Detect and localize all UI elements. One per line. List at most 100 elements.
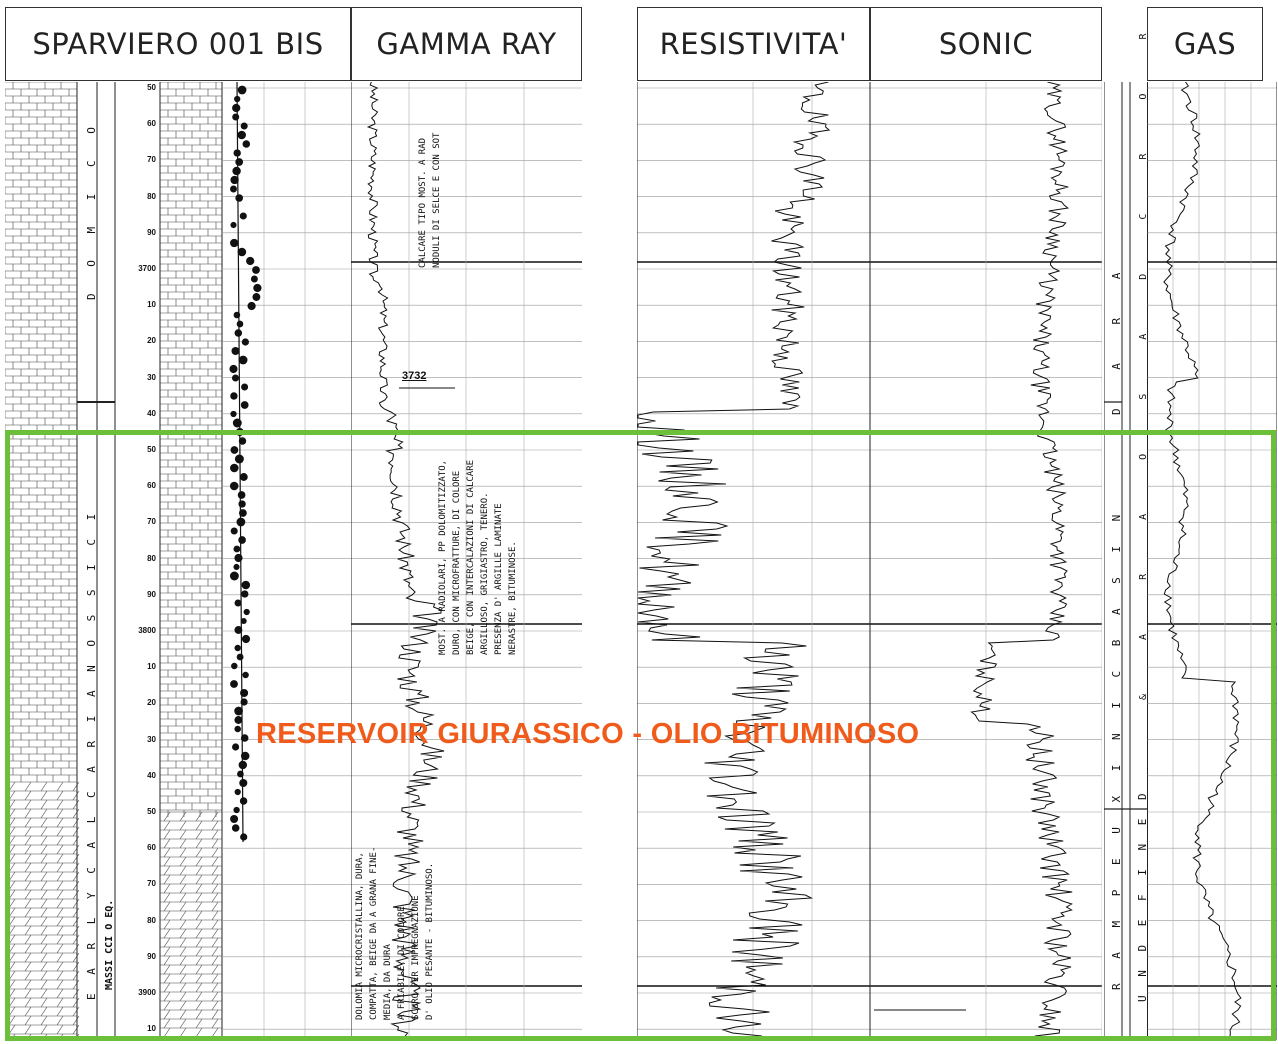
dolomite-hatch	[72, 889, 80, 900]
dolomite-hatch	[72, 808, 80, 819]
depth-tick-label: 20	[147, 336, 156, 346]
dolomite-hatch	[179, 856, 187, 867]
dolomite-hatch	[40, 889, 48, 900]
core-dot	[230, 446, 239, 454]
dolomite-hatch	[8, 988, 16, 999]
core-dot	[233, 806, 240, 814]
resistivity-header: RESISTIVITA'	[637, 7, 870, 81]
dolomite-hatch	[163, 892, 171, 903]
lithology-limestone-left	[5, 82, 77, 782]
dolomite-hatch	[179, 865, 187, 876]
dolomite-hatch	[195, 973, 203, 984]
dolomite-hatch	[211, 820, 219, 831]
dolomite-hatch	[26, 1033, 32, 1040]
dolomite-hatch	[8, 808, 16, 819]
dolomite-hatch	[8, 817, 16, 828]
gamma-annot-low-5: SCURO PER IMPREGNAZIONE	[411, 895, 421, 1020]
depth-tick-label: 80	[147, 191, 156, 201]
dolomite-hatch	[163, 865, 171, 876]
dolomite-hatch	[24, 907, 32, 918]
dolomite-hatch	[56, 898, 64, 909]
dolomite-hatch	[24, 808, 32, 819]
dolomite-hatch	[40, 925, 48, 936]
dolomite-hatch	[24, 826, 32, 837]
dolomite-hatch	[163, 856, 171, 867]
sequence-label-lower: R A M P E U X I N I C B A S I N	[1110, 505, 1123, 990]
gamma-annot-mid-1: MOST. A RADIOLARI, PP DOLOMITIZZATO,	[438, 459, 448, 655]
dolomite-hatch	[195, 874, 203, 885]
dolomite-hatch	[195, 910, 203, 921]
sequence-label-undefined: U N D E F I N E D	[1136, 787, 1149, 1002]
core-dot	[236, 653, 244, 661]
dolomite-hatch	[40, 808, 48, 819]
dolomite-hatch	[179, 838, 187, 849]
depth-tick-label: 80	[147, 915, 156, 925]
dolomite-hatch	[195, 937, 203, 948]
dolomite-hatch	[195, 901, 203, 912]
core-dot	[238, 437, 247, 445]
core-dot	[235, 158, 244, 166]
core-dot	[231, 374, 240, 382]
depth-tick-label: 3800	[138, 626, 156, 635]
dolomite-hatch	[211, 946, 219, 957]
dolomite-hatch	[163, 946, 171, 957]
sonic-curve	[870, 82, 1102, 1040]
dolomite-hatch	[8, 907, 16, 918]
dolomite-hatch	[72, 835, 80, 846]
lithology-limestone-core	[159, 82, 222, 817]
dolomite-hatch	[40, 790, 48, 801]
dolomite-hatch	[163, 1018, 171, 1029]
dolomite-hatch	[179, 910, 187, 921]
dolomite-hatch	[211, 928, 219, 939]
dolomite-hatch	[179, 820, 187, 831]
core-dot	[230, 463, 239, 473]
resistivity-trace	[637, 82, 831, 1040]
formation-label-massicci: MASSI CCI O EQ.	[104, 899, 115, 990]
core-dot	[253, 283, 262, 293]
dolomite-hatch	[40, 952, 48, 963]
dolomite-hatch	[179, 892, 187, 903]
dolomite-hatch	[179, 919, 187, 930]
dolomite-hatch	[72, 934, 80, 945]
core-dot	[247, 301, 256, 311]
dolomite-hatch	[211, 982, 219, 993]
depth-tick-label: 70	[147, 517, 156, 527]
dolomite-hatch	[179, 883, 187, 894]
depth-tick-label: 50	[147, 83, 156, 92]
dolomite-hatch	[56, 880, 64, 891]
dolomite-hatch	[24, 1015, 32, 1026]
dolomite-hatch	[72, 799, 80, 810]
core-dot	[233, 545, 241, 553]
dolomite-hatch	[24, 844, 32, 855]
dolomite-hatch	[24, 817, 32, 828]
dolomite-hatch	[40, 862, 48, 873]
dolomite-hatch	[40, 916, 48, 927]
depth-tick-label: 50	[147, 445, 156, 454]
dolomite-hatch	[163, 1027, 171, 1038]
dolomite-hatch	[163, 973, 171, 984]
dolomite-hatch	[211, 865, 219, 876]
dolomite-hatch	[40, 1024, 48, 1035]
core-dot	[239, 778, 248, 788]
dolomite-hatch	[8, 790, 16, 801]
dolomite-hatch	[72, 997, 80, 1008]
dolomite-hatch	[8, 799, 16, 810]
depth-tick-label: 3700	[138, 264, 156, 273]
dolomite-hatch	[24, 952, 32, 963]
dolomite-hatch	[163, 991, 171, 1002]
dolomite-hatch	[179, 847, 187, 858]
core-dot	[234, 706, 243, 716]
dolomite-hatch	[163, 910, 171, 921]
dolomite-hatch	[40, 799, 48, 810]
core-dot	[241, 383, 249, 391]
dolomite-hatch	[56, 952, 64, 963]
dolomite-hatch	[40, 898, 48, 909]
gamma-annot-low-3: MEDIA, DA DURA	[383, 944, 393, 1020]
dolomite-hatch	[24, 997, 32, 1008]
dolomite-hatch	[163, 901, 171, 912]
dolomite-hatch	[163, 955, 171, 966]
dolomite-hatch	[179, 829, 187, 840]
core-dot	[230, 527, 238, 535]
dolomite-hatch	[72, 988, 80, 999]
dolomite-hatch	[56, 790, 64, 801]
